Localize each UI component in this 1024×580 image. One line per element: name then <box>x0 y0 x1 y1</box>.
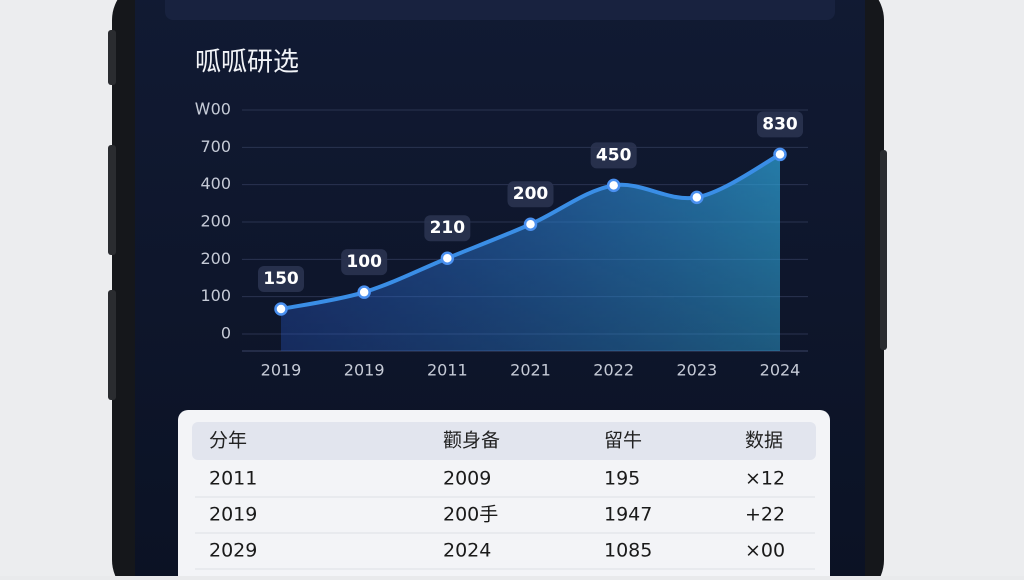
value-label-box <box>341 249 388 276</box>
table-cell: +22 <box>745 504 785 526</box>
y-tick-label: 200 <box>200 249 231 268</box>
table-cell: 200手 <box>443 504 498 526</box>
table-header-cell: 数据 <box>745 430 783 452</box>
table-header-cell: 分年 <box>209 430 247 452</box>
table-cell: 2011 <box>209 468 257 490</box>
y-tick-label: 700 <box>200 137 231 156</box>
table-cell: 2019 <box>209 504 257 526</box>
top-bar <box>165 0 835 20</box>
table-cell: ×00 <box>745 540 785 562</box>
phone-button <box>108 30 116 85</box>
table-header-row <box>192 422 816 460</box>
x-tick-label: 2021 <box>510 361 551 380</box>
table: 分年 颧身备 留牛 数据 2011 2009 195 ×12 2019 200手 1947 +22 20… <box>195 430 815 570</box>
y-tick-label: 100 <box>200 286 231 305</box>
value-label: 210 <box>430 218 466 238</box>
value-label: 200 <box>513 184 549 204</box>
point <box>773 147 787 162</box>
point <box>523 217 538 231</box>
table-cell: 2024 <box>443 540 491 562</box>
y-tick-label: 200 <box>200 212 231 231</box>
value-label: 450 <box>596 145 632 165</box>
table-cell: 1085 <box>604 540 652 562</box>
value-label-box <box>507 181 554 208</box>
point <box>440 251 455 265</box>
point <box>606 178 621 193</box>
y-tick-label: Ꮃ00 <box>195 100 231 119</box>
x-tick-label: 2024 <box>760 361 801 380</box>
phone-button <box>880 150 887 350</box>
chart: 0 100 200 200 400 700 Ꮃ00 2019 150 2019 100 2011 210… <box>195 100 808 380</box>
value-label-box <box>590 142 637 169</box>
value-label: 830 <box>762 114 798 134</box>
value-label-box <box>258 265 304 292</box>
table-cell: 1947 <box>604 504 652 526</box>
x-tick-label: 2011 <box>427 361 468 380</box>
point <box>357 285 371 299</box>
value-label: 150 <box>263 269 299 289</box>
table-header-cell: 留牛 <box>604 430 642 452</box>
x-tick-label: 2023 <box>676 361 717 380</box>
x-tick-label: 2019 <box>261 361 302 380</box>
chart-title: 呱呱研选 <box>195 48 299 78</box>
point <box>274 302 288 316</box>
table-cell: 2009 <box>443 468 491 490</box>
y-tick-label: 0 <box>221 324 231 343</box>
point <box>690 190 704 205</box>
value-label: 100 <box>346 252 382 272</box>
y-tick-label: 400 <box>200 174 231 193</box>
phone-button <box>108 145 116 255</box>
phone-button <box>108 290 116 400</box>
value-label-box <box>757 111 803 138</box>
area <box>281 154 780 351</box>
x-tick-label: 2022 <box>593 361 634 380</box>
table-header-cell: 颧身备 <box>443 430 500 452</box>
value-label-box <box>424 215 471 242</box>
x-tick-label: 2019 <box>344 361 385 380</box>
table-cell: ×12 <box>745 468 785 490</box>
table-cell: 2029 <box>209 540 257 562</box>
table-cell: 195 <box>604 468 640 490</box>
